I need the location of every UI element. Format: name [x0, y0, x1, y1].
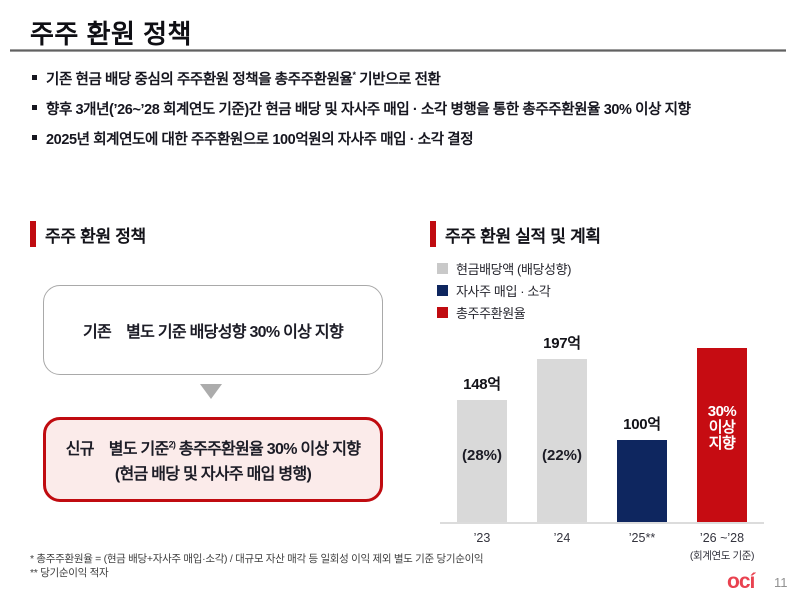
bullet-item: 향후 3개년(’26~’28 회계연도 기준)간 현금 배당 및 자사주 매입 … — [32, 98, 794, 128]
footnote-ref: * — [352, 70, 356, 81]
bar-payout-label: (22%) — [541, 447, 582, 464]
x-tick-24: ’24 — [553, 531, 571, 545]
chart-heading-text: 주주 환원 실적 및 계획 — [445, 226, 601, 246]
footnotes: * 총주주환원율 = (현금 배당+자사주 매입·소각) / 대규모 자산 매각… — [30, 553, 484, 580]
bullet-item: 기존 현금 배당 중심의 주주환원 정책을 총주주환원율* 기반으로 전환 — [32, 68, 794, 98]
existing-policy-box: 기존 별도 기준 배당성향 30% 이상 지향 — [43, 285, 383, 375]
bullet-square-icon — [32, 75, 37, 80]
bullet-text: 향후 3개년(’26~’28 회계연도 기준)간 현금 배당 및 자사주 매입 … — [46, 102, 691, 118]
legend-swatch-gray-icon — [437, 262, 448, 274]
bar-value-label: 100억 — [623, 416, 661, 433]
policy-heading-text: 주주 환원 정책 — [45, 226, 146, 246]
legend-label: 현금배당액 (배당성향) — [456, 261, 572, 277]
legend-item: 총주주환원율 — [437, 301, 571, 323]
new-policy-text: 별도 기준2) 총주주환원율 30% 이상 지향 — [108, 439, 361, 458]
title-divider — [10, 49, 786, 52]
bullet-text: 2025년 회계연도에 대한 주주환원으로 100억원의 자사주 매입 · 소각… — [46, 132, 474, 148]
existing-label: 기존 — [83, 324, 112, 341]
existing-policy-text: 별도 기준 배당성향 30% 이상 지향 — [126, 324, 344, 341]
bullet-square-icon — [32, 135, 37, 140]
footnote-line: ** 당기순이익 적자 — [30, 566, 109, 579]
bar-payout-label: (28%) — [461, 447, 502, 464]
new-policy-box: 신규 별도 기준2) 총주주환원율 30% 이상 지향 (현금 배당 및 자사주… — [43, 417, 383, 502]
bar-dividend-24: 197억 (22%) — [537, 335, 587, 522]
chart-section-heading: 주주 환원 실적 및 계획 — [430, 221, 601, 247]
transition-arrow-icon — [200, 384, 222, 399]
oci-logo: ocí — [727, 570, 755, 593]
summary-bullets: 기존 현금 배당 중심의 주주환원 정책을 총주주환원율* 기반으로 전환 향후… — [32, 68, 794, 158]
bar-dividend-23: 148억 (28%) — [457, 376, 507, 522]
x-axis-note: (회계연도 기준) — [689, 550, 755, 562]
page-title: 주주 환원 정책 — [30, 19, 192, 49]
bullet-text: 기존 현금 배당 중심의 주주환원 정책을 총주주환원율* 기반으로 전환 — [46, 70, 441, 88]
red-accent-bar — [430, 221, 436, 247]
x-tick-25: ’25** — [628, 531, 656, 545]
chart-section: 주주 환원 실적 및 계획 현금배당액 (배당성향) 자사주 매입 · 소각 총… — [428, 215, 794, 575]
bar-value-label: 148억 — [463, 376, 501, 393]
legend-item: 현금배당액 (배당성향) — [437, 257, 572, 279]
bar-target-26-28: 30% 이상 지향 — [697, 348, 747, 522]
legend-label: 자사주 매입 · 소각 — [456, 283, 551, 299]
policy-section-heading: 주주 환원 정책 — [30, 221, 146, 247]
page-number: 11 — [774, 575, 788, 590]
legend-label: 총주주환원율 — [456, 305, 526, 321]
bar-buyback-25: 100억 — [617, 416, 667, 522]
x-tick-26-28: ’26 ~’28 — [699, 531, 745, 545]
red-accent-bar — [30, 221, 36, 247]
footnote-line: * 총주주환원율 = (현금 배당+자사주 매입·소각) / 대규모 자산 매각… — [30, 553, 484, 565]
policy-section: 주주 환원 정책 기존 별도 기준 배당성향 30% 이상 지향 신규 별도 기… — [30, 215, 386, 515]
legend-swatch-navy-icon — [437, 284, 448, 296]
bar-value-label: 197억 — [543, 335, 581, 352]
bar-target-label: 30% 이상 지향 — [707, 403, 737, 452]
x-tick-23: ’23 — [473, 531, 491, 545]
bullet-item: 2025년 회계연도에 대한 주주환원으로 100억원의 자사주 매입 · 소각… — [32, 128, 794, 158]
legend-swatch-red-icon — [437, 306, 448, 318]
bullet-square-icon — [32, 105, 37, 110]
footnote-ref: 2) — [168, 439, 176, 450]
new-label: 신규 — [65, 441, 95, 458]
x-axis-line — [440, 522, 764, 524]
legend-item: 자사주 매입 · 소각 — [437, 279, 571, 301]
chart-legend: 현금배당액 (배당성향) 자사주 매입 · 소각 총주주환원율 — [437, 257, 572, 323]
new-policy-subtext: (현금 배당 및 자사주 매입 병행) — [114, 466, 312, 483]
